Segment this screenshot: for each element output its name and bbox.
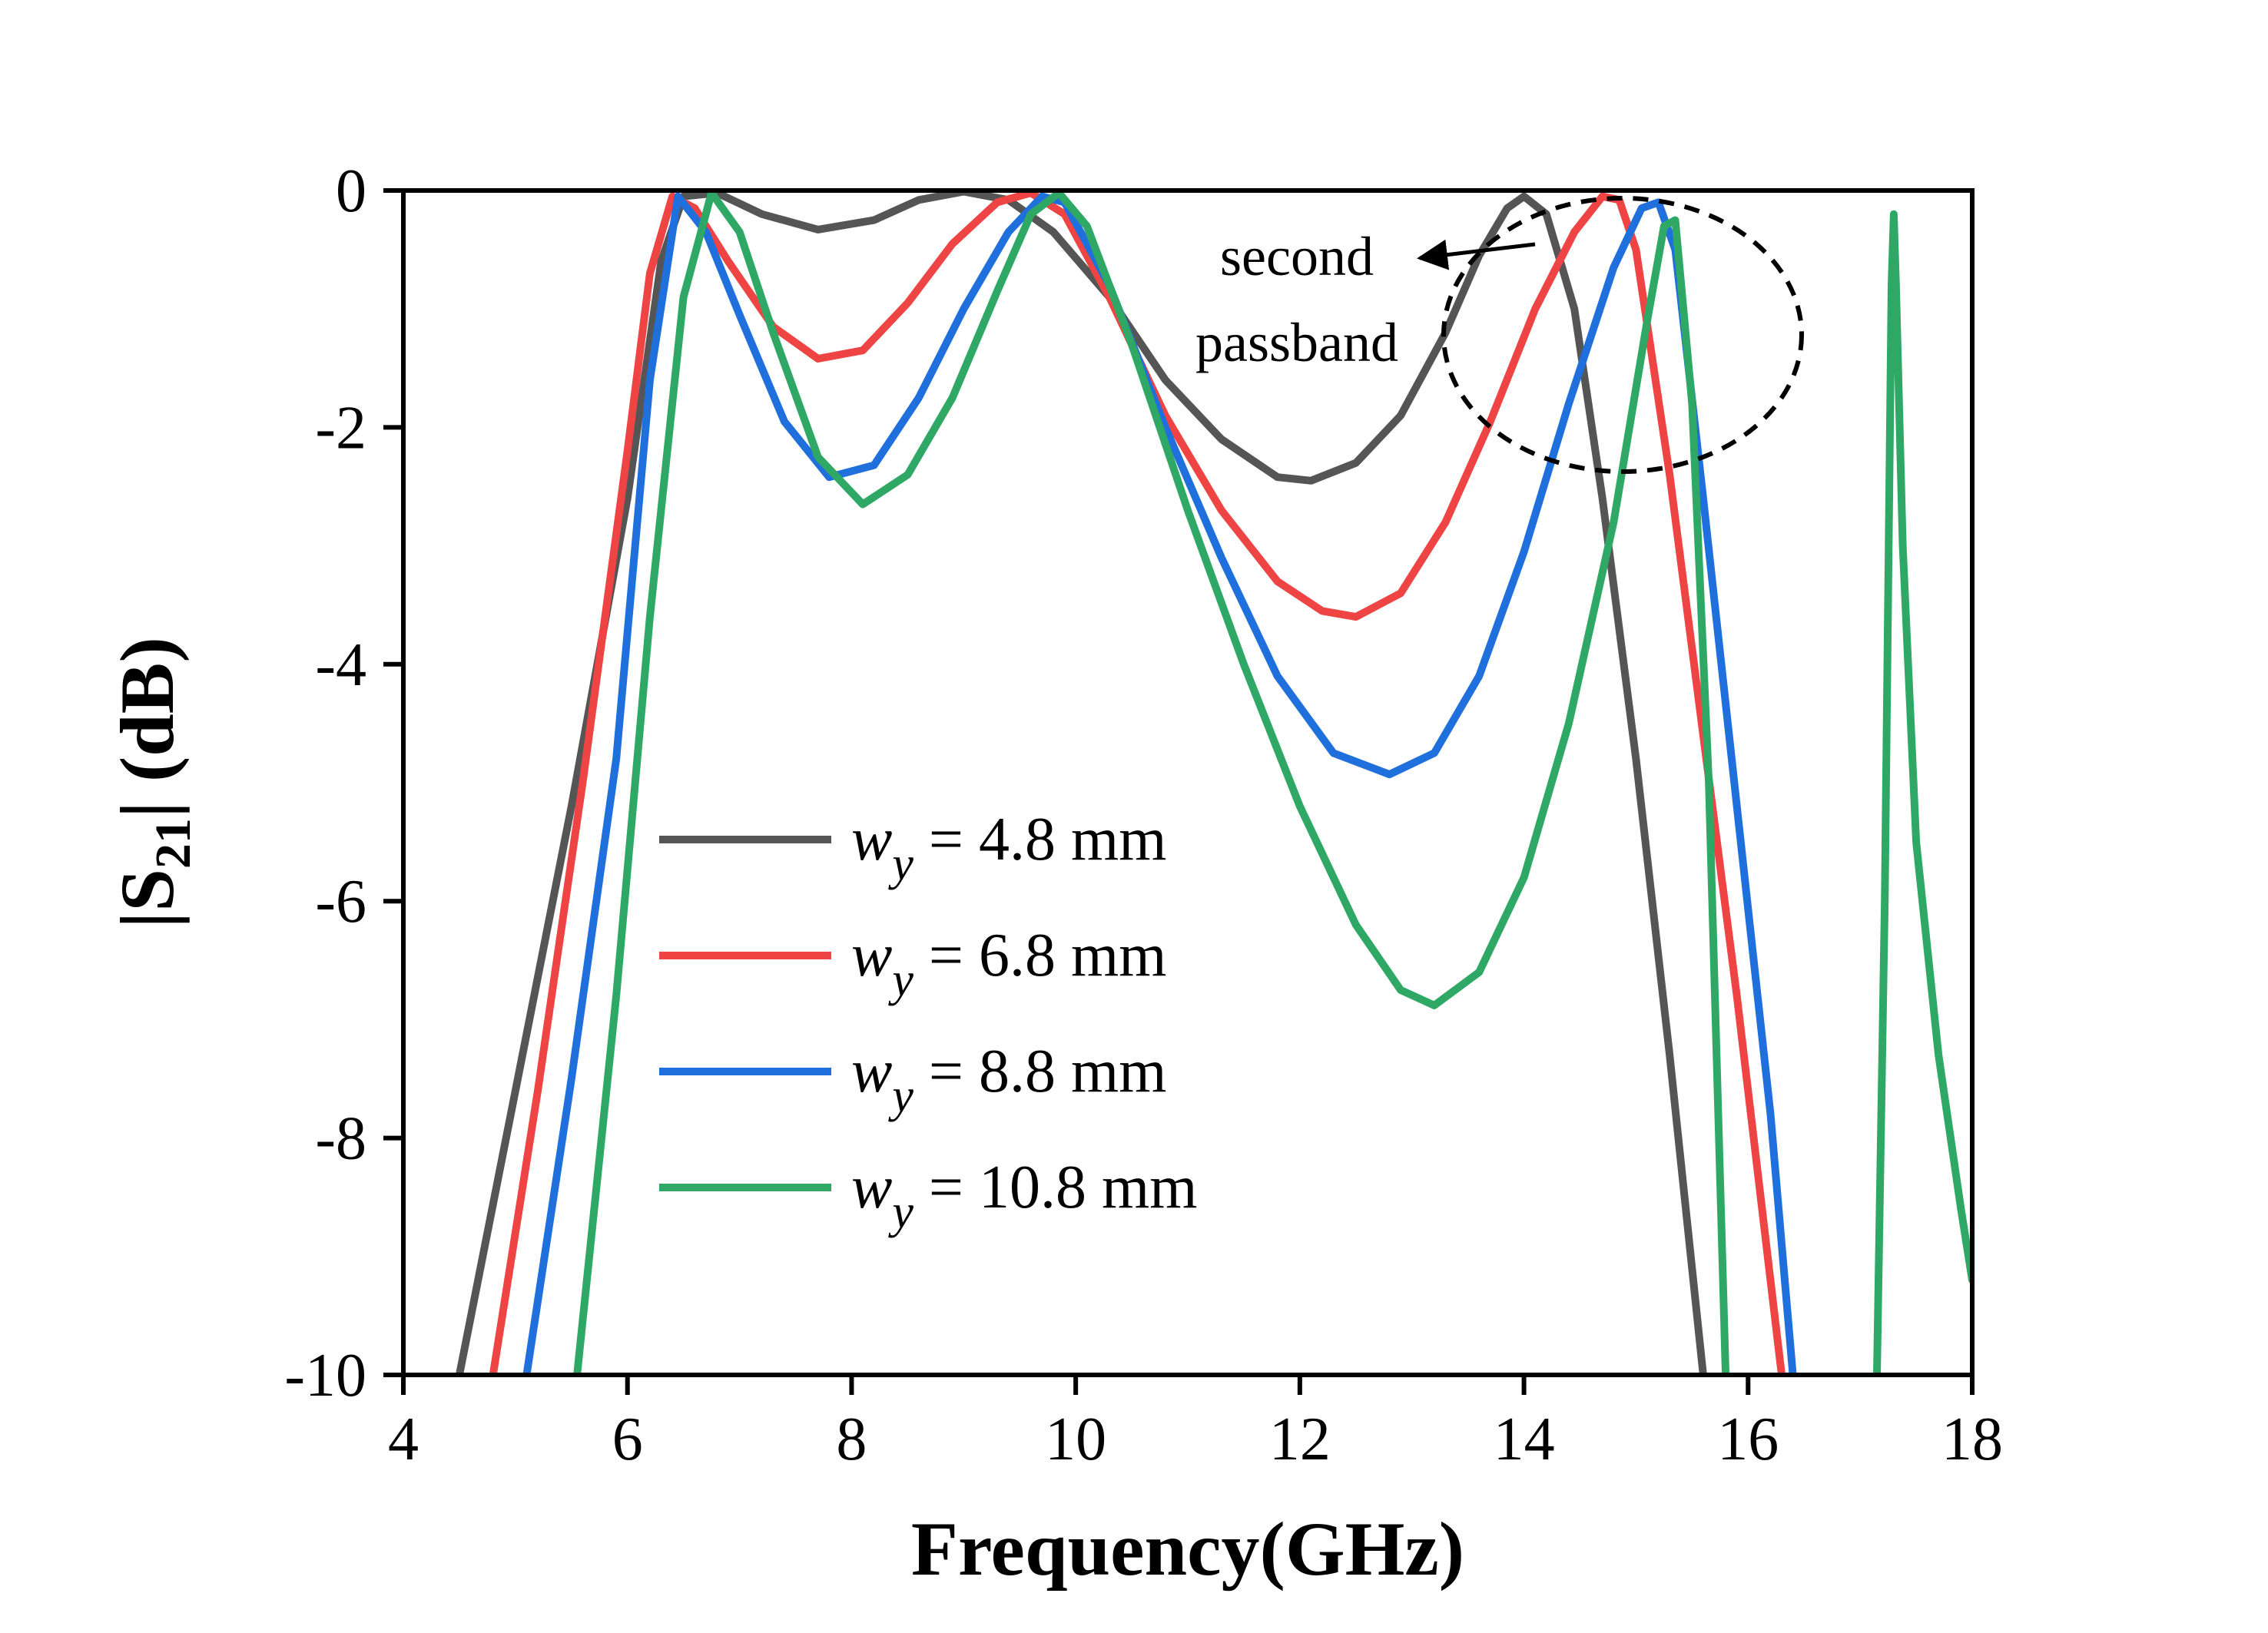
x-tick-label: 8 — [836, 1406, 867, 1473]
y-tick-label: -6 — [315, 868, 366, 936]
series-line-4_8-mm — [455, 190, 1707, 1375]
annotation-arrow — [1417, 239, 1536, 270]
annotation-second: second — [1220, 226, 1374, 287]
y-tick-label: -8 — [315, 1105, 366, 1173]
y-tick-label: -4 — [315, 631, 366, 699]
y-tick-label: 0 — [336, 157, 366, 225]
legend-label: wy = 8.8 mm — [851, 1038, 1166, 1122]
y-tick-label: -2 — [315, 394, 366, 462]
legend: wy = 4.8 mm wy = 6.8 mm wy = 8.8 mm wy = 10… — [659, 806, 1197, 1238]
y-axis: 0 -2 -4 -6 -8 -10 — [284, 157, 403, 1409]
x-tick-label: 4 — [388, 1406, 419, 1473]
series-line-8_8-mm — [522, 192, 1797, 1375]
x-axis-title: Frequency(GHz) — [911, 1506, 1464, 1592]
y-axis-title: |S21| (dB) — [104, 637, 201, 929]
series-line-10_8-mm — [573, 190, 1972, 1375]
x-tick-label: 14 — [1494, 1406, 1555, 1473]
series-group — [455, 190, 1972, 1375]
annotation-passband: passband — [1195, 312, 1398, 373]
x-tick-label: 6 — [612, 1406, 643, 1473]
legend-label: wy = 10.8 mm — [851, 1154, 1197, 1238]
x-tick-label: 12 — [1269, 1406, 1331, 1473]
x-axis: 4 6 8 10 12 14 16 18 — [388, 1375, 2003, 1473]
legend-label: wy = 6.8 mm — [851, 922, 1166, 1006]
y-tick-label: -10 — [284, 1342, 366, 1409]
x-tick-label: 10 — [1045, 1406, 1106, 1473]
legend-label: wy = 4.8 mm — [851, 806, 1166, 890]
x-tick-label: 16 — [1717, 1406, 1779, 1473]
plot-frame — [401, 188, 1975, 1377]
x-tick-label: 18 — [1941, 1406, 2003, 1473]
second-passband-ellipse — [1441, 196, 1804, 474]
